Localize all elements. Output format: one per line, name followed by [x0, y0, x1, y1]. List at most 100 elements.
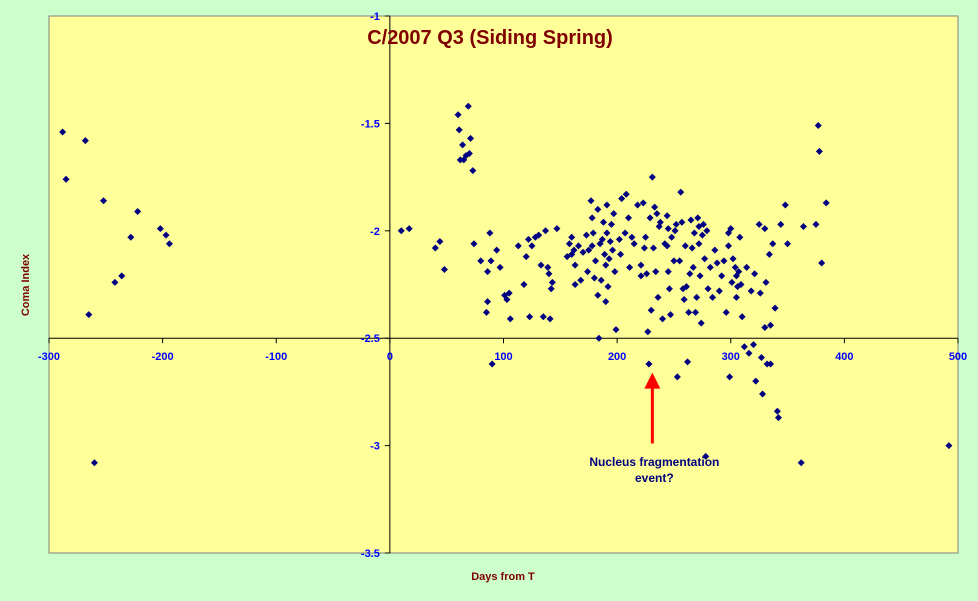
- data-point: [604, 283, 612, 291]
- data-point: [692, 308, 700, 316]
- annotation-text-line1: Nucleus fragmentation: [589, 455, 719, 469]
- data-point: [644, 328, 652, 336]
- data-point: [647, 306, 655, 314]
- data-point: [706, 263, 714, 271]
- data-point: [771, 304, 779, 312]
- data-point: [599, 218, 607, 226]
- data-point: [685, 308, 693, 316]
- data-point: [695, 223, 703, 231]
- data-point: [694, 214, 702, 222]
- annotation-text-line2: event?: [635, 471, 674, 485]
- data-point: [134, 207, 142, 215]
- data-point: [738, 313, 746, 321]
- data-point: [618, 195, 626, 203]
- data-point: [565, 240, 573, 248]
- data-point: [127, 233, 135, 241]
- data-point: [545, 270, 553, 278]
- data-point: [773, 407, 781, 415]
- data-point: [667, 311, 675, 319]
- data-point: [496, 263, 504, 271]
- data-point: [539, 313, 547, 321]
- data-point: [777, 220, 785, 228]
- data-point: [62, 175, 70, 183]
- data-point: [761, 225, 769, 233]
- data-point: [568, 233, 576, 241]
- data-point: [815, 147, 823, 155]
- data-point: [493, 246, 501, 254]
- y-tick-label: -1: [370, 11, 380, 23]
- data-point: [651, 203, 659, 211]
- data-point: [628, 233, 636, 241]
- data-point: [654, 293, 662, 301]
- data-point: [488, 360, 496, 368]
- y-tick-label: -2: [370, 226, 380, 238]
- data-point: [584, 268, 592, 276]
- data-point: [639, 199, 647, 207]
- data-point: [702, 452, 710, 460]
- data-point: [592, 257, 600, 265]
- data-point: [165, 240, 173, 248]
- data-point: [470, 240, 478, 248]
- data-point: [648, 173, 656, 181]
- annotation: Nucleus fragmentation event?: [589, 372, 719, 485]
- data-point: [630, 240, 638, 248]
- data-point: [594, 291, 602, 299]
- data-point: [740, 343, 748, 351]
- data-point: [701, 255, 709, 263]
- data-point: [668, 233, 676, 241]
- y-axis-ticks: -1 -1.5 -2 -2.5 -3 -3.5: [361, 11, 390, 560]
- data-point: [642, 233, 650, 241]
- data-point: [814, 122, 822, 130]
- data-point: [720, 257, 728, 265]
- data-point: [397, 227, 405, 235]
- data-point: [612, 326, 620, 334]
- data-point: [548, 278, 556, 286]
- data-point: [615, 235, 623, 243]
- data-point: [587, 197, 595, 205]
- data-point: [574, 242, 582, 250]
- data-point: [751, 270, 759, 278]
- data-point: [755, 220, 763, 228]
- data-point: [663, 242, 671, 250]
- data-point: [464, 102, 472, 110]
- data-point: [713, 259, 721, 267]
- data-point: [688, 244, 696, 252]
- data-point: [812, 220, 820, 228]
- data-point: [709, 293, 717, 301]
- data-point: [118, 272, 126, 280]
- data-point: [520, 281, 528, 288]
- data-point: [637, 272, 645, 280]
- data-point: [607, 220, 615, 228]
- data-point: [737, 281, 745, 288]
- data-point: [718, 272, 726, 280]
- data-point: [695, 240, 703, 248]
- x-tick-label: 500: [949, 351, 967, 363]
- data-point: [756, 289, 764, 297]
- data-point: [603, 201, 611, 209]
- data-point: [818, 259, 826, 267]
- data-point: [595, 334, 603, 342]
- x-tick-label: 200: [608, 351, 626, 363]
- data-point: [162, 231, 170, 239]
- data-point: [637, 261, 645, 269]
- data-point: [745, 349, 753, 357]
- data-point: [724, 229, 732, 237]
- data-point: [455, 126, 463, 134]
- data-point: [503, 296, 511, 304]
- data-point: [670, 257, 678, 265]
- data-point: [588, 242, 596, 250]
- data-point: [687, 216, 695, 224]
- data-point: [571, 261, 579, 269]
- data-point: [757, 354, 765, 362]
- data-point: [704, 285, 712, 293]
- data-point: [761, 323, 769, 331]
- data-point: [553, 225, 561, 233]
- data-point: [762, 278, 770, 286]
- data-point: [528, 242, 536, 250]
- data-point: [459, 141, 467, 149]
- data-point: [724, 242, 732, 250]
- data-point: [681, 242, 689, 250]
- data-point: [743, 263, 751, 271]
- x-axis-title: Days from T: [471, 571, 535, 583]
- data-point: [653, 210, 661, 218]
